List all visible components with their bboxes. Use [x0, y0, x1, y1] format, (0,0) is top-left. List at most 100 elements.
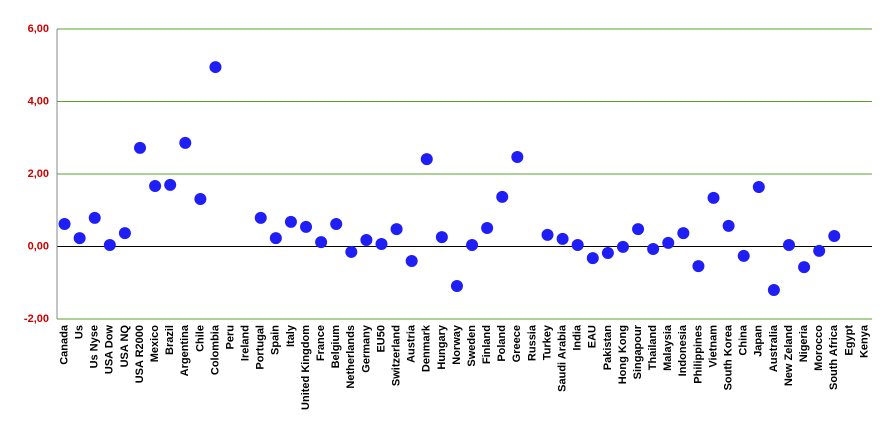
x-tick-label: Portugal — [255, 325, 267, 370]
dot — [692, 260, 705, 273]
dot — [209, 61, 222, 74]
dot — [149, 179, 162, 192]
dot — [450, 280, 463, 293]
x-tick-label: USA Dow — [104, 325, 116, 375]
dot — [632, 223, 645, 236]
dot — [511, 150, 524, 163]
x-tick-label: Chile — [194, 325, 206, 352]
dot — [58, 218, 71, 231]
dot — [466, 239, 479, 252]
dot — [707, 191, 720, 204]
x-tick-label: Philippines — [692, 325, 704, 384]
dot — [134, 141, 147, 154]
x-tick-label: Norway — [451, 324, 463, 365]
dot — [375, 237, 388, 250]
dot — [782, 239, 795, 252]
dot — [813, 244, 826, 257]
x-tick-label: Hungary — [436, 324, 448, 370]
dot — [481, 222, 494, 235]
x-tick-label: Malaysia — [662, 324, 674, 371]
x-tick-label: USA NQ — [119, 325, 131, 368]
x-tick-label: Hong Kong — [617, 325, 629, 384]
dot — [677, 227, 690, 240]
dot — [420, 153, 433, 166]
x-tick-label: India — [572, 324, 584, 351]
x-tick-label: EU50 — [375, 325, 387, 353]
x-tick-label: New Zeland — [783, 325, 795, 386]
x-tick-label: France — [315, 325, 327, 361]
dot — [103, 239, 116, 252]
x-tick-label: Morocco — [813, 325, 825, 371]
x-tick-label: Sweden — [466, 325, 478, 367]
dot — [828, 229, 841, 242]
dot — [586, 252, 599, 265]
x-tick-label: Germany — [360, 324, 372, 373]
x-tick-label: United Kingdom — [300, 325, 312, 410]
dot — [194, 193, 207, 206]
x-tick-label: Austria — [406, 324, 418, 363]
dot — [556, 232, 569, 245]
dot — [496, 190, 509, 203]
dot — [345, 245, 358, 258]
x-tick-label: Poland — [496, 325, 508, 362]
x-tick-label: Us Nyse — [89, 325, 101, 368]
dot — [88, 211, 101, 224]
dot — [798, 261, 811, 274]
x-tick-label: Egypt — [843, 325, 855, 356]
dot — [571, 239, 584, 252]
x-tick-label: Japan — [753, 325, 765, 357]
dot — [315, 236, 328, 249]
x-tick-label: Brazil — [164, 325, 176, 355]
x-tick-label: Colombia — [209, 324, 221, 375]
x-tick-label: Nigeria — [798, 324, 810, 362]
dot — [360, 233, 373, 246]
x-tick-label: Singapour — [632, 324, 644, 379]
y-tick-label: 4,00 — [28, 95, 49, 107]
x-tick-label: Switzerland — [390, 325, 402, 386]
dot — [390, 223, 403, 236]
x-tick-label: Turkey — [541, 324, 553, 360]
dot — [601, 247, 614, 260]
x-tick-label: China — [738, 324, 750, 355]
x-tick-label: Spain — [270, 325, 282, 355]
dot — [254, 211, 267, 224]
x-tick-label: Pakistan — [602, 325, 614, 371]
dot — [405, 255, 418, 267]
x-tick-label: Peru — [224, 325, 236, 349]
x-tick-label: USA R2000 — [134, 325, 146, 383]
x-tick-label: Australia — [768, 324, 780, 372]
x-tick-label: Denmark — [421, 324, 433, 372]
x-tick-label: South Korea — [723, 324, 735, 390]
x-tick-label: Vietnam — [707, 325, 719, 368]
x-tick-label: Thailand — [647, 325, 659, 370]
dot — [269, 232, 282, 245]
dot — [164, 178, 177, 191]
x-tick-label: Italy — [285, 324, 297, 347]
x-tick-label: Netherlands — [345, 325, 357, 389]
x-tick-label: Saudi Arabia — [557, 324, 569, 392]
dot — [330, 218, 343, 231]
dot — [73, 232, 86, 245]
dot — [179, 136, 192, 149]
y-tick-label: 6,00 — [28, 23, 49, 35]
x-tick-label: Ireland — [240, 325, 252, 361]
dot — [752, 181, 765, 194]
x-tick-label: EAU — [587, 325, 599, 348]
dot — [647, 243, 660, 256]
x-tick-label: South Africa — [828, 324, 840, 390]
y-tick-label: 0,00 — [28, 240, 49, 252]
dot — [737, 249, 750, 262]
dot — [616, 240, 629, 253]
x-tick-label: Indonesia — [677, 324, 689, 376]
y-tick-label: -2,00 — [24, 313, 49, 325]
x-tick-label: Belgium — [330, 325, 342, 369]
dot — [662, 236, 675, 249]
dot — [118, 227, 131, 240]
dot — [541, 228, 554, 241]
x-tick-label: Kenya — [858, 324, 870, 358]
x-tick-label: Argentina — [179, 324, 191, 376]
x-tick-label: Canada — [58, 324, 70, 365]
x-tick-label: Greece — [511, 325, 523, 362]
x-tick-label: Finland — [481, 325, 493, 364]
